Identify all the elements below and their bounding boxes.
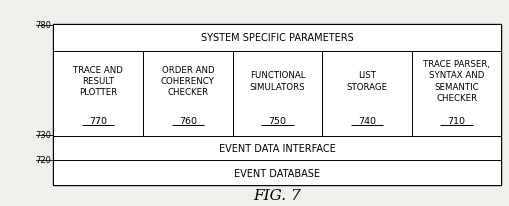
- Text: TRACE AND
RESULT
PLOTTER: TRACE AND RESULT PLOTTER: [73, 66, 123, 97]
- Text: SYSTEM SPECIFIC PARAMETERS: SYSTEM SPECIFIC PARAMETERS: [201, 33, 354, 43]
- Text: EVENT DATABASE: EVENT DATABASE: [235, 168, 320, 178]
- Text: 780: 780: [35, 21, 51, 30]
- Text: LIST
STORAGE: LIST STORAGE: [347, 71, 387, 91]
- Text: 730: 730: [35, 131, 51, 140]
- Text: FUNCTIONAL
SIMULATORS: FUNCTIONAL SIMULATORS: [249, 71, 305, 91]
- Text: ORDER AND
COHERENCY
CHECKER: ORDER AND COHERENCY CHECKER: [161, 66, 215, 97]
- Bar: [143, 52, 233, 136]
- Text: 770: 770: [89, 116, 107, 125]
- Bar: [412, 52, 501, 136]
- Bar: [322, 52, 412, 136]
- Text: TRACE PARSER,
SYNTAX AND
SEMANTIC
CHECKER: TRACE PARSER, SYNTAX AND SEMANTIC CHECKE…: [423, 60, 490, 102]
- Text: EVENT DATA INTERFACE: EVENT DATA INTERFACE: [219, 143, 336, 153]
- Bar: [53, 161, 501, 185]
- Text: 720: 720: [35, 156, 51, 165]
- Bar: [53, 25, 501, 185]
- Text: FIG. 7: FIG. 7: [253, 188, 301, 202]
- Text: 760: 760: [179, 116, 197, 125]
- Text: 750: 750: [268, 116, 287, 125]
- Text: 740: 740: [358, 116, 376, 125]
- Bar: [53, 25, 501, 52]
- Text: 710: 710: [447, 116, 466, 125]
- Bar: [53, 52, 143, 136]
- Bar: [233, 52, 322, 136]
- Bar: [53, 136, 501, 161]
